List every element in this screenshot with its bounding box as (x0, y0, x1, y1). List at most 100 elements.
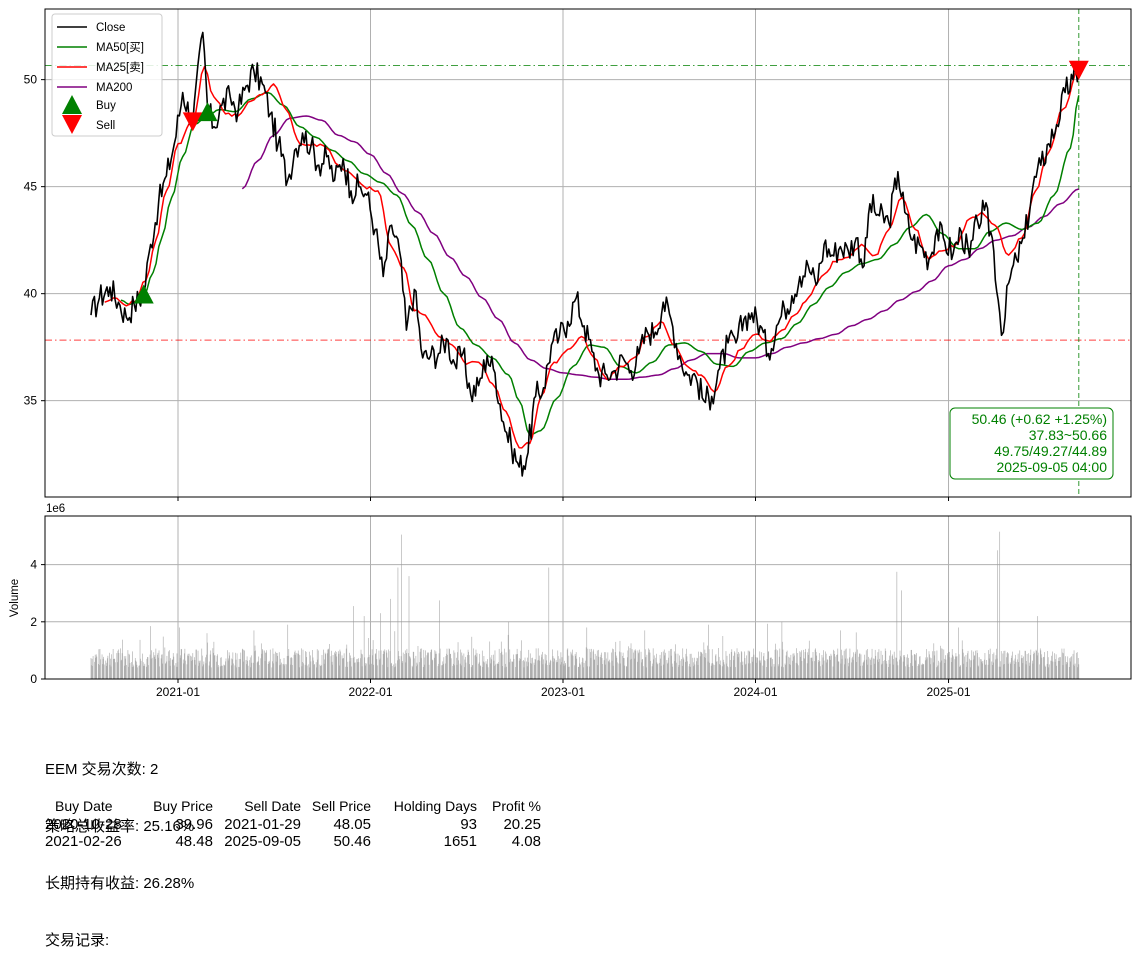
volume-bar (216, 661, 217, 679)
volume-bar (354, 662, 356, 679)
volume-bar (103, 664, 105, 679)
volume-bar (350, 655, 351, 679)
volume-bar (860, 654, 862, 679)
volume-bar (893, 659, 895, 679)
volume-bar (494, 665, 495, 679)
volume-bar (811, 657, 812, 679)
volume-bar (601, 652, 602, 679)
volume-bar (1036, 650, 1037, 679)
volume-bar (327, 649, 329, 679)
volume-bar (577, 667, 579, 679)
volume-bar (749, 651, 751, 679)
volume-bar (701, 652, 703, 679)
volume-bar (1024, 650, 1026, 679)
volume-bar (572, 649, 573, 679)
volume-bar (646, 654, 648, 679)
volume-bar (362, 654, 363, 679)
volume-bar (774, 666, 775, 679)
volume-bar (149, 654, 151, 679)
volume-bar (556, 662, 558, 679)
volume-bar (763, 656, 764, 679)
volume-bar (904, 656, 906, 679)
volume-bar (938, 660, 939, 679)
volume-bar (1007, 652, 1008, 679)
volume-bar (613, 649, 614, 679)
volume-bar (789, 657, 791, 679)
volume-x-ticks: 2021-01 2022-01 2023-01 2024-01 2025-01 (156, 679, 971, 699)
volume-bar (434, 650, 436, 679)
volume-bar (1007, 663, 1009, 679)
volume-bar (667, 662, 669, 679)
volume-bar (113, 659, 115, 679)
volume-bar (793, 653, 795, 679)
legend-buy-triangle-icon (62, 95, 82, 114)
volume-bar (670, 649, 671, 679)
volume-bar (129, 663, 131, 679)
volume-bar (560, 652, 562, 679)
volume-bar (1074, 663, 1076, 679)
volume-bar (94, 654, 96, 679)
volume-bar (924, 660, 926, 679)
volume-bar (612, 648, 613, 679)
volume-bar (682, 648, 684, 679)
price-y-tick-label: 40 (24, 287, 38, 301)
x-tick-label: 2025-01 (927, 685, 971, 699)
volume-bar (295, 652, 297, 679)
volume-bar (884, 660, 886, 679)
volume-bar (515, 667, 516, 679)
volume-bar (707, 645, 708, 679)
volume-bar (313, 660, 314, 679)
volume-bar (856, 649, 858, 679)
volume-bar (349, 652, 350, 679)
volume-bar (158, 650, 160, 679)
volume-bar (188, 656, 189, 679)
volume-bar (408, 653, 409, 679)
volume-bar (1050, 660, 1052, 679)
volume-bar (351, 666, 352, 679)
volume-bar (1037, 652, 1039, 679)
volume-bar (150, 626, 151, 679)
volume-bar (394, 666, 396, 679)
price-y-tick-label: 35 (24, 394, 38, 408)
volume-bar (169, 665, 171, 679)
volume-bar (988, 650, 989, 679)
volume-bar (524, 657, 526, 679)
volume-bar (382, 654, 384, 679)
volume-bar (123, 656, 125, 679)
volume-bar (592, 651, 594, 679)
volume-bar (807, 652, 809, 679)
volume-bar (95, 657, 97, 679)
volume-bar (137, 667, 138, 679)
volume-bar (679, 655, 680, 679)
volume-bar (645, 667, 647, 679)
volume-bar (611, 660, 613, 679)
volume-bar (467, 649, 469, 679)
volume-bar (335, 650, 337, 679)
volume-bar (1068, 667, 1070, 679)
volume-bar (537, 660, 539, 679)
volume-bar (660, 665, 662, 679)
volume-bar (1048, 667, 1050, 679)
buy-marker (197, 102, 218, 122)
volume-bar (1018, 666, 1020, 679)
volume-bar (185, 660, 186, 679)
volume-bar (272, 648, 274, 679)
volume-bar (641, 662, 642, 679)
volume-bar (941, 660, 943, 679)
volume-bar (544, 653, 546, 679)
volume-bar (638, 652, 640, 679)
volume-bar (1070, 657, 1072, 679)
volume-bar (427, 653, 429, 679)
volume-bar (964, 656, 965, 679)
volume-bar (891, 656, 893, 679)
volume-bar (239, 667, 241, 679)
volume-bar (866, 649, 868, 679)
volume-bar (664, 652, 666, 679)
volume-bar (708, 649, 710, 679)
volume-bar (667, 663, 668, 679)
volume-bar (324, 659, 325, 679)
volume-bar (305, 651, 306, 679)
volume-bar (404, 654, 406, 679)
volume-bar (881, 663, 883, 679)
volume-bar (699, 656, 701, 679)
